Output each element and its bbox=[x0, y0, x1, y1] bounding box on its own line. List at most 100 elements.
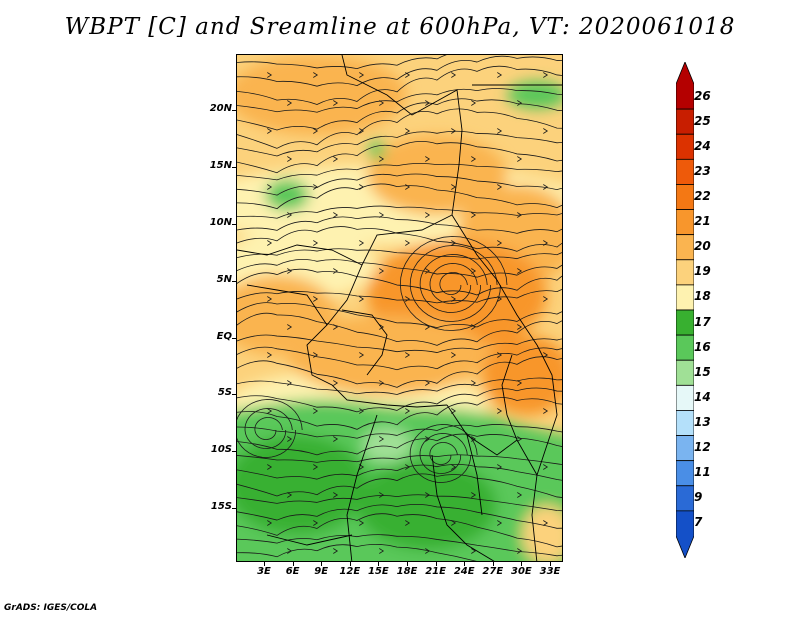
lon-tick bbox=[492, 562, 494, 566]
colorbar-label-26: 26 bbox=[694, 88, 711, 103]
orange-patch-n bbox=[367, 135, 507, 215]
lon-label-18e: 18E bbox=[396, 566, 418, 577]
streamline-arrow bbox=[425, 268, 431, 274]
border-line-7 bbox=[501, 354, 518, 441]
streamline-arrow bbox=[405, 128, 411, 134]
colorbar-label-19: 19 bbox=[694, 264, 711, 279]
lat-label-15s: 15S bbox=[210, 501, 232, 512]
border-line-9 bbox=[446, 404, 538, 476]
streamline-arrow bbox=[359, 240, 365, 246]
streamline-30 bbox=[237, 473, 562, 498]
streamline-45 bbox=[419, 433, 468, 474]
colorbar-swatch-11 bbox=[676, 460, 694, 487]
streamline-arrow bbox=[333, 380, 339, 386]
border-line-10 bbox=[431, 454, 495, 561]
streamline-arrow bbox=[287, 436, 293, 442]
lat-tick bbox=[232, 338, 236, 339]
lat-label-5s: 5S bbox=[217, 387, 232, 398]
lon-tick bbox=[264, 562, 265, 566]
streamline-arrow bbox=[333, 100, 339, 106]
colorbar-swatch-7 bbox=[676, 510, 694, 558]
lat-label-eq: EQ bbox=[216, 331, 232, 342]
lon-tick bbox=[464, 562, 466, 566]
streamline-arrow bbox=[359, 408, 365, 414]
colorbar-swatch-25 bbox=[676, 108, 694, 135]
wbpt-field-map bbox=[237, 55, 562, 561]
streamline-arrow bbox=[451, 296, 457, 302]
orange-patch-eq bbox=[287, 315, 487, 395]
streamline-arrow bbox=[313, 296, 319, 302]
colorbar-label-18: 18 bbox=[694, 289, 711, 304]
colorbar-label-17: 17 bbox=[694, 314, 711, 329]
streamline-34 bbox=[237, 534, 562, 557]
streamline-arrow bbox=[471, 380, 477, 386]
streamline-arrow bbox=[379, 380, 385, 386]
streamline-arrow bbox=[471, 212, 477, 218]
streamline-arrow bbox=[497, 352, 503, 358]
streamline-arrow bbox=[379, 436, 385, 442]
green-light-spot bbox=[362, 427, 412, 463]
streamline-arrow bbox=[425, 436, 431, 442]
streamline-arrow bbox=[451, 520, 457, 526]
streamline-arrow bbox=[471, 268, 477, 274]
border-line-8 bbox=[346, 414, 378, 561]
streamline-arrow bbox=[359, 352, 365, 358]
colorbar-swatch-20 bbox=[676, 234, 694, 261]
streamline-arrow bbox=[471, 100, 477, 106]
streamline-arrow bbox=[497, 240, 503, 246]
streamline-arrow bbox=[497, 408, 503, 414]
lon-tick bbox=[435, 562, 437, 566]
colorbar-label-9: 9 bbox=[694, 490, 703, 505]
streamline-arrow bbox=[287, 212, 293, 218]
colorbar-swatch-19 bbox=[676, 259, 694, 286]
streamline-arrow bbox=[451, 240, 457, 246]
colorbar-label-16: 16 bbox=[694, 339, 711, 354]
streamline-arrow bbox=[425, 324, 431, 330]
streamline-arrow bbox=[517, 324, 523, 330]
streamline-arrow bbox=[379, 548, 385, 554]
colorbar-swatch-21 bbox=[676, 209, 694, 236]
streamline-arrow bbox=[405, 240, 411, 246]
border-line-12 bbox=[266, 534, 353, 546]
streamline-arrow bbox=[287, 156, 293, 162]
streamline-arrow bbox=[267, 296, 273, 302]
streamline-arrow bbox=[405, 520, 411, 526]
streamline-25 bbox=[237, 397, 562, 430]
lat-label-20n: 20N bbox=[209, 103, 232, 114]
chart-title: WBPT [C] and Sreamline at 600hPa, VT: 20… bbox=[64, 14, 736, 40]
colorbar-label-7: 7 bbox=[694, 515, 703, 530]
streamline-40 bbox=[399, 236, 508, 331]
streamline-arrow bbox=[517, 100, 523, 106]
streamline-arrow bbox=[379, 268, 385, 274]
colorbar-label-24: 24 bbox=[694, 138, 711, 153]
green-patch-north-west bbox=[265, 179, 309, 211]
streamline-27 bbox=[237, 433, 562, 456]
streamline-arrow bbox=[287, 548, 293, 554]
colorbar-swatch-15 bbox=[676, 359, 694, 386]
border-line-2 bbox=[237, 244, 363, 266]
country-borders bbox=[237, 55, 562, 561]
streamline-20 bbox=[237, 334, 562, 353]
streamline-arrow bbox=[517, 380, 523, 386]
streamline-arrow bbox=[359, 184, 365, 190]
streamline-arrow bbox=[405, 464, 411, 470]
streamline-arrow bbox=[333, 156, 339, 162]
streamline-arrow bbox=[543, 352, 549, 358]
streamline-arrow bbox=[359, 296, 365, 302]
lon-label-9e: 9E bbox=[314, 566, 329, 577]
streamline-arrow bbox=[313, 352, 319, 358]
streamline-arrow bbox=[543, 520, 549, 526]
streamline-arrow bbox=[471, 436, 477, 442]
lat-label-5n: 5N bbox=[216, 274, 232, 285]
streamline-arrow bbox=[333, 212, 339, 218]
streamline-arrow bbox=[543, 240, 549, 246]
border-line-4 bbox=[451, 214, 538, 346]
streamline-arrow bbox=[451, 464, 457, 470]
streamline-arrow bbox=[497, 464, 503, 470]
streamline-16 bbox=[237, 268, 562, 296]
streamline-arrow bbox=[471, 324, 477, 330]
streamlines bbox=[237, 55, 562, 561]
colorbar-label-20: 20 bbox=[694, 239, 711, 254]
streamline-arrow bbox=[517, 156, 523, 162]
streamline-24 bbox=[237, 387, 562, 413]
